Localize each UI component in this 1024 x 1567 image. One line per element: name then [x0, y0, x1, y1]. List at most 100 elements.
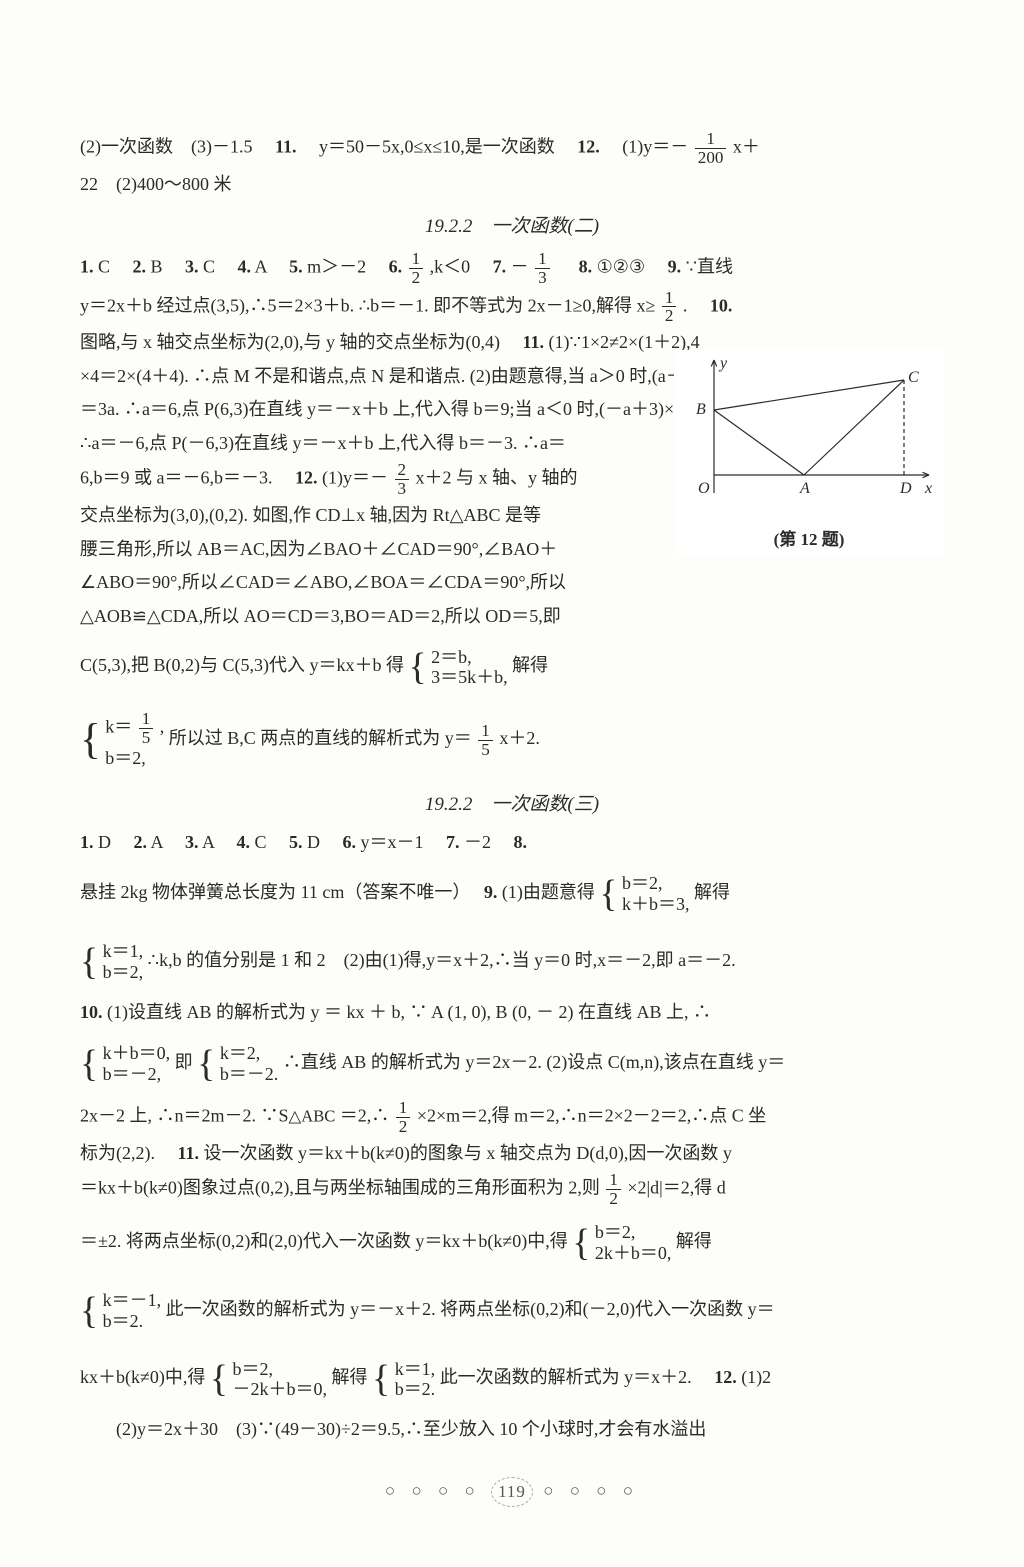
t: ,: [160, 717, 165, 737]
s1-line7: 6,b＝9 或 a＝－6,b＝－3. 12. (1)y＝－ 23 x＋2 与 x…: [80, 461, 650, 498]
n: 4.: [238, 256, 252, 276]
svg-text:x: x: [924, 480, 932, 497]
svg-text:B: B: [696, 401, 706, 418]
brace-body: k＋b＝0, b＝－2,: [103, 1043, 171, 1084]
t: ＝2,∴: [340, 1105, 390, 1125]
t: k＋b＝0,: [103, 1043, 171, 1064]
n: 9.: [484, 882, 498, 902]
text: y＝50－5x,0≤x≤10,是一次函数: [301, 137, 573, 157]
brace-icon: {: [599, 873, 617, 915]
brace-icon: {: [80, 1290, 98, 1332]
text: x＋: [733, 137, 760, 157]
t: －2: [460, 832, 510, 852]
t: b＝2,: [622, 873, 690, 894]
t: b＝2.: [395, 1379, 436, 1400]
t: k＝1,: [103, 941, 144, 962]
frac: 12: [409, 250, 424, 287]
t: k＝－1,: [103, 1290, 162, 1311]
t: ×2×m＝2,得 m＝2,∴n＝2×2－2＝2,∴点 C 坐: [417, 1105, 766, 1125]
t: b＝2,: [233, 1359, 328, 1380]
s2-line11: kx＋b(k≠0)中,得 { b＝2, －2k＋b＝0, 解得 { k＝1, b…: [80, 1346, 944, 1412]
page-content: (2)一次函数 (3)－1.5 11. y＝50－5x,0≤x≤10,是一次函数…: [80, 130, 944, 1507]
decor-right: ○ ○ ○ ○: [543, 1481, 639, 1500]
n: 11.: [178, 1143, 200, 1163]
s2-line7: 标为(2,2). 11. 设一次函数 y＝kx＋b(k≠0)的图象与 x 轴交点…: [80, 1138, 944, 1170]
t: C: [94, 256, 129, 276]
t: ×2|d|＝2,得 d: [627, 1178, 725, 1198]
t: 解得: [512, 655, 548, 675]
t: ∴k,b 的值分别是 1 和 2 (2)由(1)得,y＝x＋2,∴当 y＝0 时…: [148, 950, 736, 970]
t: 6,b＝9 或 a＝－6,b＝－3.: [80, 468, 291, 488]
s1-answers-row: 1. C 2. B 3. C 4. A 5. m＞－2 6. 12 ,k＜0 7…: [80, 250, 944, 287]
n: 9.: [668, 256, 682, 276]
t: b＝－2,: [103, 1064, 171, 1085]
t: b＝2.: [103, 1311, 162, 1332]
s1-line9: 腰三角形,所以 AB＝AC,因为∠BAO＋∠CAD＝90°,∠BAO＋: [80, 534, 650, 566]
t: 标为(2,2).: [80, 1143, 173, 1163]
t: －: [506, 256, 529, 276]
brace-icon: {: [210, 1358, 228, 1400]
sub: △ABC: [289, 1106, 336, 1125]
t: y＝2x＋b 经过点(3,5),∴5＝2×3＋b. ∴b＝－1. 即不等式为 2…: [80, 295, 655, 315]
s2-line9: ＝±2. 将两点坐标(0,2)和(2,0)代入一次函数 y＝kx＋b(k≠0)中…: [80, 1210, 944, 1276]
t: A: [251, 256, 285, 276]
t: k＝: [105, 717, 132, 737]
n: 10.: [80, 1002, 103, 1022]
n: 2.: [133, 256, 147, 276]
t: 悬挂 2kg 物体弹簧总长度为 11 cm（答案不唯一）: [80, 882, 479, 902]
s1-line6: ∴a＝－6,点 P(－6,3)在直线 y＝－x＋b 上,代入得 b＝－3. ∴a…: [80, 428, 650, 460]
n: 12.: [295, 468, 318, 488]
t: k＝ 15 ,: [105, 710, 164, 747]
brace-body: k＝1, b＝2.: [395, 1359, 436, 1400]
t: C: [199, 256, 234, 276]
section1-title: 19.2.2 一次函数(二): [80, 210, 944, 243]
brace-icon: {: [408, 646, 426, 688]
t: kx＋b(k≠0)中,得: [80, 1367, 205, 1387]
n: 5.: [289, 832, 303, 852]
svg-text:O: O: [698, 480, 710, 497]
brace-body: 2＝b, 3＝5k＋b,: [431, 647, 508, 688]
t: ＝kx＋b(k≠0)图象过点(0,2),且与两坐标轴围成的三角形面积为 2,则: [80, 1178, 600, 1198]
n: 5.: [289, 256, 303, 276]
s1-line8: 交点坐标为(3,0),(0,2). 如图,作 CD⊥x 轴,因为 Rt△ABC …: [80, 500, 650, 532]
t: A: [199, 832, 233, 852]
t: m＞－2: [303, 256, 385, 276]
t: 2＝b,: [431, 647, 508, 668]
t: 解得: [676, 1231, 712, 1251]
n: 2.: [134, 832, 148, 852]
t: 2k＋b＝0,: [595, 1243, 672, 1264]
t: .: [683, 295, 706, 315]
brace-icon: {: [572, 1222, 590, 1264]
n: 10.: [710, 295, 733, 315]
page-number: 119: [491, 1477, 533, 1507]
s2-line3: { k＝1, b＝2, ∴k,b 的值分别是 1 和 2 (2)由(1)得,y＝…: [80, 929, 944, 995]
q11-num: 11.: [275, 137, 297, 157]
svg-text:A: A: [799, 480, 810, 497]
t: y＝x－1: [356, 832, 442, 852]
t: 所以过 B,C 两点的直线的解析式为 y＝: [169, 728, 472, 748]
s2-line2: 悬挂 2kg 物体弹簧总长度为 11 cm（答案不唯一） 9. (1)由题意得 …: [80, 861, 944, 927]
s1-line12: C(5,3),把 B(0,2)与 C(5,3)代入 y＝kx＋b 得 { 2＝b…: [80, 634, 944, 700]
t: 此一次函数的解析式为 y＝x＋2.: [440, 1367, 710, 1387]
brace-icon: {: [80, 716, 101, 763]
n: 6.: [389, 256, 403, 276]
t: 此一次函数的解析式为 y＝－x＋2. 将两点坐标(0,2)和(－2,0)代入一次…: [166, 1299, 775, 1319]
s1-line10: ∠ABO＝90°,所以∠CAD＝∠ABO,∠BOA＝∠CDA＝90°,所以: [80, 567, 650, 599]
t: ∴直线 AB 的解析式为 y＝2x－2. (2)设点 C(m,n),该点在直线 …: [283, 1052, 786, 1072]
t: x＋2 与 x 轴、y 轴的: [416, 468, 578, 488]
t: C: [250, 832, 285, 852]
frac: 1200: [695, 130, 727, 167]
s2-line8: ＝kx＋b(k≠0)图象过点(0,2),且与两坐标轴围成的三角形面积为 2,则 …: [80, 1171, 944, 1208]
t: B: [146, 256, 181, 276]
svg-text:C: C: [908, 369, 919, 386]
text: (1)y＝－: [604, 137, 688, 157]
n: 8.: [514, 832, 528, 852]
n: 1.: [80, 832, 94, 852]
t: ,k＜0: [430, 256, 489, 276]
t: b＝－2.: [220, 1064, 279, 1085]
s2-ans1: 1. D 2. A 3. A 4. C 5. D 6. y＝x－1 7. －2 …: [80, 827, 944, 859]
n: 12.: [714, 1367, 737, 1387]
figure-q12: OyxABCD (第 12 题): [674, 350, 944, 554]
section2-title: 19.2.2 一次函数(三): [80, 788, 944, 821]
t: ＝±2. 将两点坐标(0,2)和(2,0)代入一次函数 y＝kx＋b(k≠0)中…: [80, 1231, 568, 1251]
